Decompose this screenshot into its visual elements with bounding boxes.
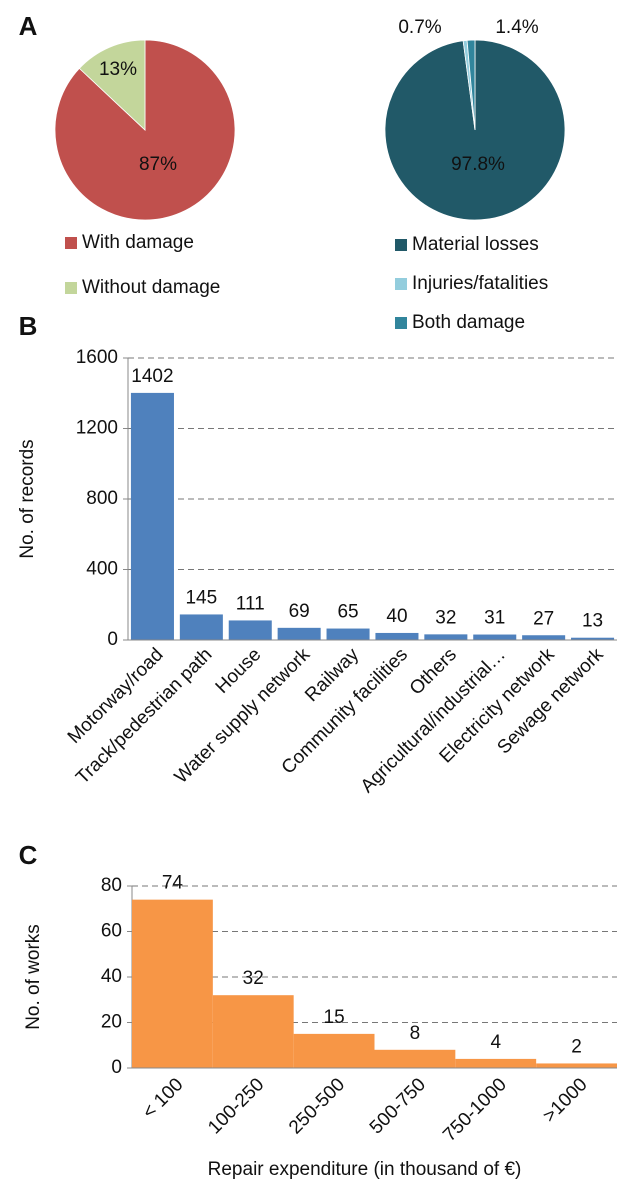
bar (522, 635, 566, 640)
data-label: 13 (582, 611, 603, 632)
legend-swatch (395, 317, 407, 329)
x-tick-label: 250-500 (285, 1074, 349, 1138)
bar (374, 1049, 456, 1068)
data-label: 27 (533, 608, 554, 629)
data-label: 40 (386, 606, 407, 627)
pie-slice (78, 39, 146, 131)
bar (132, 899, 213, 1068)
data-label: 31 (484, 608, 505, 629)
legend-label: Material losses (412, 234, 539, 255)
y-tick-label: 20 (101, 1012, 122, 1033)
legend-label: Injuries/fatalities (412, 273, 548, 294)
x-tick-label: >1000 (539, 1074, 592, 1127)
y-tick-label: 0 (111, 1057, 122, 1078)
bar (277, 627, 321, 640)
data-label: 8 (410, 1023, 421, 1044)
panel-label: C (19, 840, 38, 870)
legend-swatch (395, 278, 407, 290)
data-label: 65 (337, 602, 358, 623)
bar (326, 628, 370, 640)
x-tick-label: 750-1000 (439, 1074, 511, 1146)
bar (375, 632, 419, 640)
panel-label: B (19, 311, 38, 341)
legend-swatch (65, 282, 77, 294)
bar (571, 637, 615, 640)
bar (424, 634, 468, 640)
data-label: 111 (236, 593, 265, 614)
data-label: 74 (162, 873, 184, 894)
y-axis-title: No. of records (17, 439, 38, 558)
legend-swatch (395, 239, 407, 251)
legend-label: Both damage (412, 312, 525, 333)
data-label: 1.4% (495, 17, 538, 38)
bar (455, 1058, 537, 1068)
data-label: 15 (324, 1007, 345, 1028)
y-tick-label: 400 (86, 559, 118, 580)
data-label: 97.8% (451, 154, 505, 175)
legend-swatch (65, 237, 77, 249)
y-axis-title: No. of works (23, 924, 44, 1030)
data-label: 145 (185, 587, 217, 608)
data-label: 87% (139, 154, 177, 175)
y-tick-label: 1600 (76, 347, 118, 368)
y-tick-label: 60 (101, 921, 122, 942)
bar (179, 614, 223, 640)
data-label: 2 (571, 1036, 582, 1057)
bar (130, 392, 174, 640)
data-label: 32 (243, 968, 264, 989)
x-tick-label: 100-250 (204, 1074, 268, 1138)
data-label: 4 (490, 1032, 501, 1053)
y-tick-label: 0 (107, 629, 118, 650)
y-tick-label: 40 (101, 966, 122, 987)
y-tick-label: 1200 (76, 418, 118, 439)
bar (212, 995, 294, 1068)
bar (473, 634, 517, 640)
legend-label: Without damage (82, 277, 220, 298)
data-label: 13% (99, 59, 137, 80)
bar (228, 620, 272, 640)
pie-slice (466, 39, 476, 131)
data-label: 1402 (131, 366, 173, 387)
panel-label: A (19, 11, 38, 41)
y-tick-label: 800 (86, 488, 118, 509)
data-label: 32 (435, 607, 456, 628)
x-tick-label: 500-750 (366, 1074, 430, 1138)
bar (536, 1063, 617, 1068)
y-tick-label: 80 (101, 875, 122, 896)
x-axis-title: Repair expenditure (in thousand of €) (208, 1159, 522, 1180)
legend-label: With damage (82, 232, 194, 253)
data-label: 69 (289, 601, 310, 622)
data-label: 0.7% (398, 17, 441, 38)
bar (293, 1033, 375, 1068)
x-tick-label: < 100 (139, 1074, 188, 1123)
